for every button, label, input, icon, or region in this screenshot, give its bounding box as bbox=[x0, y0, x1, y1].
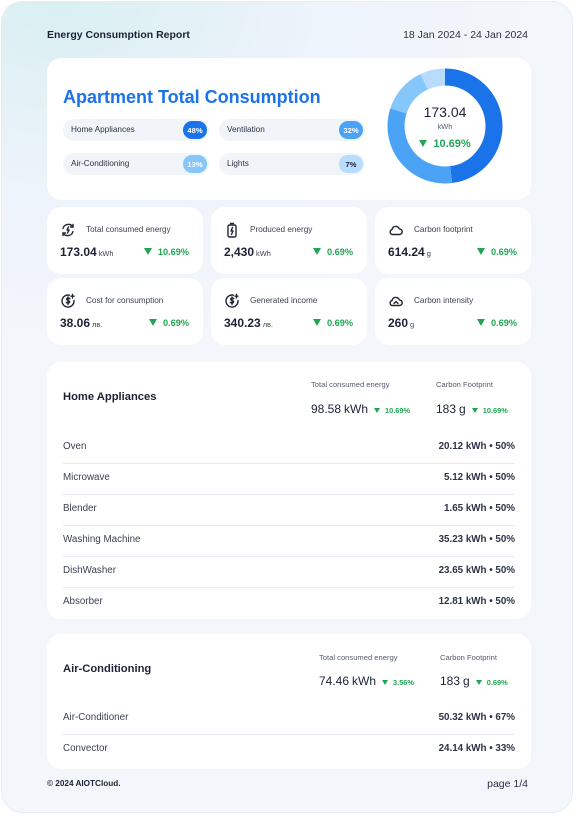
down-triangle-icon bbox=[312, 248, 321, 255]
energy-cycle-icon bbox=[62, 223, 74, 237]
metric-label: Carbon footprint bbox=[414, 225, 473, 234]
category-label: Ventilation bbox=[227, 125, 265, 134]
metric-change: 0.69% bbox=[148, 318, 189, 328]
metric-value: 340.23 лв. bbox=[224, 316, 273, 330]
list-item: Convector 24.14 kWh • 33% bbox=[63, 743, 515, 754]
metric-label: Carbon intensity bbox=[414, 296, 474, 305]
page-number: page 1/4 bbox=[487, 778, 528, 790]
section-title: Home Appliances bbox=[63, 391, 157, 403]
copyright-text: © 2024 AIOTCloud. bbox=[47, 779, 121, 788]
category-percent-badge: 13% bbox=[183, 155, 207, 173]
down-triangle-icon bbox=[471, 408, 478, 413]
list-item: Blender 1.65 kWh • 50% bbox=[63, 494, 515, 526]
donut-unit: kWh bbox=[437, 122, 453, 131]
battery-icon bbox=[227, 222, 237, 238]
section-card-home-appliances: Home Appliances Total consumed energy 98… bbox=[47, 362, 531, 619]
summary-title: Apartment Total Consumption bbox=[63, 87, 321, 107]
carbon-column-value: 183 g 10.69% bbox=[436, 402, 508, 416]
metric-card-total-consumed-energy: Total consumed energy 173.04 kWh 10.69% bbox=[47, 207, 203, 274]
section-card-air-conditioning: Air-Conditioning Total consumed energy 7… bbox=[47, 634, 531, 769]
category-label: Home Appliances bbox=[71, 125, 135, 134]
category-pill-air-conditioning: Air-Conditioning 13% bbox=[63, 153, 209, 175]
metric-card-generated-income: Generated income 340.23 лв. 0.69% bbox=[211, 278, 367, 345]
consumption-donut-chart bbox=[387, 68, 503, 184]
energy-column-label: Total consumed energy bbox=[311, 380, 390, 389]
date-range: 18 Jan 2024 - 24 Jan 2024 bbox=[403, 29, 528, 41]
down-triangle-icon bbox=[475, 680, 482, 685]
category-label: Air-Conditioning bbox=[71, 159, 130, 168]
category-percent-badge: 7% bbox=[339, 155, 363, 173]
carbon-column-value: 183 g 0.69% bbox=[440, 674, 508, 688]
cloud-intensity-icon bbox=[389, 296, 403, 307]
carbon-column-label: Carbon Footprint bbox=[440, 653, 497, 662]
donut-segment-ventilation bbox=[387, 108, 453, 184]
metric-change: 0.69% bbox=[476, 318, 517, 328]
metric-card-produced-energy: Produced energy 2,430 kWh 0.69% bbox=[211, 207, 367, 274]
metric-value: 173.04 kWh bbox=[60, 245, 114, 259]
category-pill-lights: Lights 7% bbox=[219, 153, 365, 175]
metric-change: 0.69% bbox=[476, 247, 517, 257]
cloud-icon bbox=[389, 225, 403, 236]
energy-column-value: 98.58 kWh 10.69% bbox=[311, 402, 411, 416]
carbon-column-label: Carbon Footprint bbox=[436, 380, 493, 389]
metric-value: 614.24 g bbox=[388, 245, 431, 259]
metric-card-carbon-intensity: Carbon intensity 260 g 0.69% bbox=[375, 278, 531, 345]
down-triangle-icon bbox=[312, 319, 321, 326]
category-pill-home-appliances: Home Appliances 48% bbox=[63, 119, 209, 141]
down-triangle-icon bbox=[382, 680, 389, 685]
donut-change: 10.69% bbox=[386, 138, 504, 150]
down-triangle-icon bbox=[148, 319, 157, 326]
down-triangle-icon bbox=[419, 140, 428, 147]
report-title: Energy Consumption Report bbox=[47, 29, 190, 41]
donut-segment-lights bbox=[420, 68, 446, 90]
metric-change: 0.69% bbox=[312, 318, 353, 328]
down-triangle-icon bbox=[374, 408, 381, 413]
metric-change: 0.69% bbox=[312, 247, 353, 257]
category-label: Lights bbox=[227, 159, 249, 168]
category-percent-badge: 32% bbox=[339, 121, 363, 139]
category-percent-badge: 48% bbox=[183, 121, 207, 139]
metric-label: Total consumed energy bbox=[86, 225, 171, 234]
list-item: Absorber 12.81 kWh • 50% bbox=[63, 596, 515, 607]
down-triangle-icon bbox=[476, 319, 485, 326]
summary-card: Apartment Total Consumption Home Applian… bbox=[47, 58, 531, 200]
down-triangle-icon bbox=[143, 248, 152, 255]
donut-segment-air-conditioning bbox=[390, 73, 429, 114]
list-item: Washing Machine 35.23 kWh • 50% bbox=[63, 525, 515, 557]
section-title: Air-Conditioning bbox=[63, 663, 152, 675]
list-item: Microwave 5.12 kWh • 50% bbox=[63, 463, 515, 495]
coin-income-icon bbox=[225, 293, 239, 308]
category-pill-ventilation: Ventilation 32% bbox=[219, 119, 365, 141]
metric-value: 260 g bbox=[388, 316, 415, 330]
donut-total-value: 173.04 bbox=[423, 104, 467, 120]
metric-card-carbon-footprint: Carbon footprint 614.24 g 0.69% bbox=[375, 207, 531, 274]
metric-label: Cost for consumption bbox=[86, 296, 164, 305]
energy-column-label: Total consumed energy bbox=[319, 653, 398, 662]
down-triangle-icon bbox=[476, 248, 485, 255]
list-item: Air-Conditioner 50.32 kWh • 67% bbox=[63, 703, 515, 735]
metric-change: 10.69% bbox=[143, 247, 189, 257]
metric-label: Produced energy bbox=[250, 225, 313, 234]
energy-column-value: 74.46 kWh 3.56% bbox=[319, 674, 414, 688]
metric-value: 2,430 kWh bbox=[224, 245, 271, 259]
list-item: Oven 20.12 kWh • 50% bbox=[63, 432, 515, 464]
metric-label: Generated income bbox=[250, 296, 318, 305]
metric-card-cost-for-consumption: Cost for consumption 38.06 лв. 0.69% bbox=[47, 278, 203, 345]
metric-value: 38.06 лв. bbox=[60, 316, 103, 330]
coin-dollar-icon bbox=[61, 293, 75, 308]
list-item: DishWasher 23.65 kWh • 50% bbox=[63, 556, 515, 588]
donut-segment-home-appliances bbox=[444, 68, 503, 184]
